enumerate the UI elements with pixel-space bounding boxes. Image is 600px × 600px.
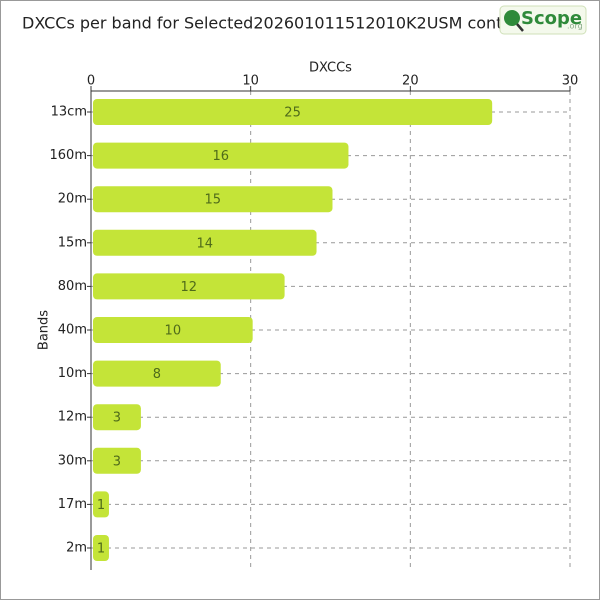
y-tick-label: 40m: [58, 323, 87, 338]
y-tick-label: 17m: [58, 497, 87, 512]
bar-value-label: 16: [212, 149, 229, 164]
bar: [93, 99, 493, 125]
x-axis-label: DXCCs: [309, 61, 352, 76]
bar: [93, 360, 221, 387]
logo-box: [499, 5, 587, 35]
bar-value-label: 25: [284, 106, 301, 121]
y-tick-label: 13cm: [51, 105, 87, 120]
bar-value-label: 14: [196, 236, 213, 251]
bar: [93, 404, 141, 431]
x-tick-label: 30: [562, 74, 579, 89]
y-tick-label: 10m: [58, 366, 87, 381]
logo-handle: [516, 23, 524, 32]
y-tick-label: 12m: [58, 410, 87, 425]
y-axis-label: Bands: [37, 310, 52, 350]
bar: [93, 186, 333, 213]
bar-value-label: 8: [153, 367, 161, 382]
x-tick-label: 10: [242, 74, 259, 89]
logo: Scope .org: [499, 5, 587, 35]
bar-value-label: 3: [113, 454, 121, 469]
bar: [93, 273, 285, 300]
bar-value-label: 1: [97, 498, 105, 513]
y-tick-label: 160m: [50, 148, 87, 163]
bar: [93, 317, 253, 343]
y-tick-label: 80m: [58, 279, 87, 294]
bar: [93, 142, 349, 169]
bar: [93, 447, 141, 474]
bar-value-label: 15: [204, 193, 221, 208]
bar-value-label: 12: [181, 280, 198, 295]
bar-value-label: 10: [165, 324, 182, 339]
logo-icon: [504, 10, 520, 26]
y-tick-label: 30m: [58, 453, 87, 468]
bar: [93, 229, 317, 256]
bar: [93, 535, 109, 561]
x-tick-label: 0: [87, 74, 95, 89]
chart-title: DXCCs per band for Selected2026010115120…: [22, 14, 547, 33]
bar-value-label: 1: [97, 542, 105, 557]
y-tick-label: 20m: [58, 192, 87, 207]
x-tick-label: 20: [402, 74, 419, 89]
y-tick-label: 2m: [66, 541, 87, 556]
bar: [93, 491, 109, 518]
y-tick-label: 15m: [58, 235, 87, 250]
logo-domain: .org: [567, 22, 583, 31]
logo-name: Scope: [521, 8, 582, 29]
bar-value-label: 3: [113, 411, 121, 426]
